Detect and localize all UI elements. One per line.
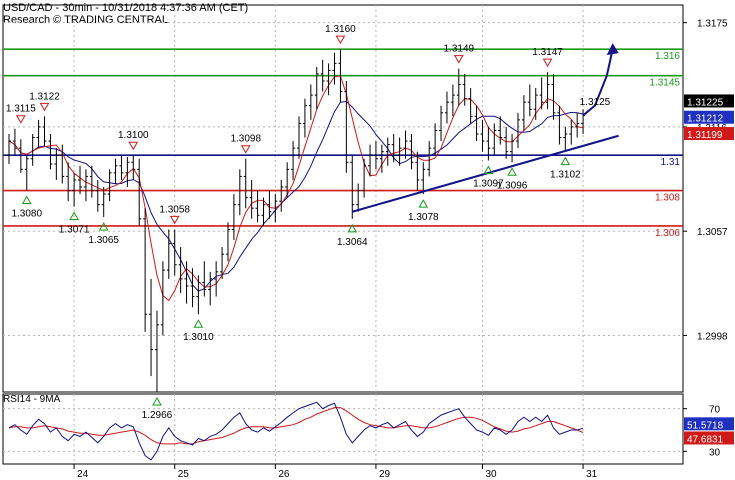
time-tick-label: 25 [178, 469, 190, 480]
rsi-last-box [684, 431, 734, 445]
current-price-label: 1.31225 [687, 97, 724, 108]
rsi-last-label: 47.6831 [687, 434, 724, 445]
swing-low-label: 1.3096 [497, 180, 528, 191]
swing-low-label: 1.3097 [473, 179, 504, 190]
swing-low-marker [69, 211, 79, 220]
current-price-box [684, 110, 734, 124]
swing-high-marker [453, 55, 464, 64]
swing-low-label: 1.3010 [183, 332, 214, 343]
swing-low-marker [507, 167, 517, 176]
swing-low-label: 1.3071 [59, 224, 90, 235]
current-price-label: 1.31199 [687, 130, 723, 141]
target-label: 1.3125 [580, 97, 611, 108]
swing-high-label: 1.3147 [532, 47, 563, 58]
time-tick-label: 26 [278, 469, 290, 480]
rsi-ma-line [8, 407, 584, 445]
rsi-last-label: 51.5718 [687, 420, 724, 431]
swing-high-label: 1.3122 [29, 91, 60, 102]
price-tick-label: 1.3175 [697, 19, 728, 30]
swing-high-label: 1.3115 [6, 104, 36, 115]
swing-low-marker [193, 319, 204, 328]
level-label: 1.3145 [649, 78, 680, 89]
rsi-tick-label: 70 [709, 405, 721, 416]
swing-low-label: 1.2966 [142, 410, 173, 421]
swing-low-marker [98, 222, 109, 231]
level-label: 1.316 [655, 51, 680, 62]
rsi-panel-frame [2, 393, 684, 465]
swing-high-marker [15, 115, 26, 124]
swing-low-marker [418, 199, 429, 208]
swing-low-label: 1.3080 [11, 209, 42, 220]
moving-average-slow [8, 100, 584, 292]
time-tick-label: 31 [586, 469, 598, 480]
price-tick-label: 1.2998 [697, 331, 728, 342]
price-panel-frame [2, 4, 684, 393]
time-tick-label: 30 [485, 469, 497, 480]
level-label: 1.306 [655, 228, 680, 239]
rsi-last-box [684, 417, 734, 431]
level-label: 1.31 [661, 157, 681, 168]
swing-high-marker [169, 215, 180, 225]
swing-high-label: 1.3160 [325, 24, 356, 35]
current-price-box [684, 94, 734, 108]
swing-high-label: 1.3098 [230, 134, 261, 145]
swing-low-label: 1.3078 [408, 212, 439, 223]
level-label: 1.308 [655, 193, 680, 204]
rsi-title: RSI14 - 9MA [3, 394, 61, 405]
swing-low-label: 1.3102 [550, 170, 581, 181]
price-tick-label: 1.3057 [697, 227, 728, 238]
rsi-tick-label: 30 [709, 447, 721, 458]
swing-low-marker [560, 156, 571, 166]
current-price-box [684, 127, 734, 141]
swing-high-marker [335, 35, 346, 45]
rsi-line [8, 401, 584, 461]
current-price-label: 1.31212 [687, 114, 724, 125]
swing-high-marker [542, 58, 553, 68]
forecast-arrowhead [606, 43, 619, 56]
time-tick-label: 24 [77, 469, 89, 480]
swing-low-marker [21, 195, 32, 205]
swing-high-marker [240, 145, 251, 154]
forecast-arrow-line [582, 48, 614, 117]
swing-low-marker [152, 396, 162, 406]
swing-low-marker [483, 165, 494, 175]
time-tick-label: 29 [379, 469, 391, 480]
moving-average-fast [8, 75, 584, 302]
swing-high-label: 1.3058 [159, 204, 190, 215]
swing-low-label: 1.3065 [88, 235, 119, 246]
swing-low-marker [347, 223, 358, 233]
swing-low-label: 1.3064 [337, 237, 368, 248]
swing-high-label: 1.3100 [118, 130, 149, 141]
swing-high-marker [39, 102, 50, 112]
swing-high-label: 1.3149 [443, 44, 474, 55]
swing-high-marker [128, 141, 139, 151]
